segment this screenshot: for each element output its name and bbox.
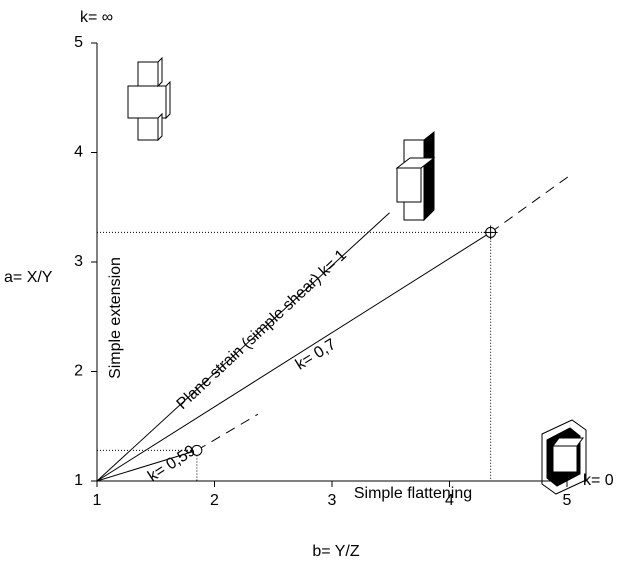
x-tick-label: 1 bbox=[93, 492, 102, 509]
annotation: k= ∞ bbox=[80, 9, 113, 26]
x-tick-label: 4 bbox=[445, 492, 454, 509]
line-solid bbox=[96, 449, 198, 482]
line-solid bbox=[96, 232, 491, 482]
x-tick-label: 3 bbox=[328, 492, 337, 509]
plane-strain-icon bbox=[395, 130, 436, 222]
annotation: a= X/Y bbox=[4, 269, 53, 286]
point-circle bbox=[191, 444, 203, 456]
annotation: k= 0,7 bbox=[293, 336, 339, 374]
annotation: Plane strain (simple shear) k= 1 bbox=[174, 247, 351, 413]
annotation: k= 0 bbox=[583, 472, 614, 489]
line-dashed bbox=[490, 172, 574, 233]
y-tick-label: 2 bbox=[74, 363, 83, 380]
oblate-icon bbox=[541, 419, 587, 495]
annotation: Simple flattening bbox=[354, 485, 472, 502]
prolate-icon bbox=[127, 56, 171, 142]
annotation: Simple extension bbox=[107, 257, 124, 379]
y-tick-label: 3 bbox=[74, 253, 83, 270]
line-dashed bbox=[196, 413, 259, 451]
annotation: b= Y/Z bbox=[312, 543, 360, 560]
line-solid bbox=[96, 212, 390, 482]
x-tick-label: 2 bbox=[210, 492, 219, 509]
x-tick-label: 5 bbox=[563, 492, 572, 509]
y-tick-label: 1 bbox=[74, 472, 83, 489]
y-tick-label: 4 bbox=[74, 144, 83, 161]
y-tick-label: 5 bbox=[74, 34, 83, 51]
